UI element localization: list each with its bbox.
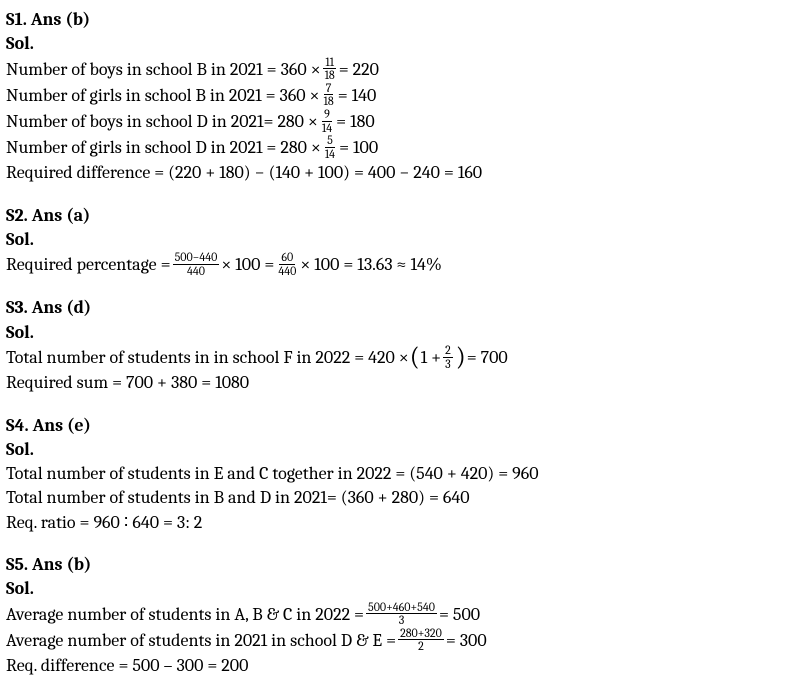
- solution-s2: S2. Ans (a) Sol. Required percentage = 5…: [6, 204, 796, 279]
- s1-line4: Number of girls in school D in 2021 = 28…: [6, 135, 796, 161]
- s1-line5: Required difference = (220 + 180) − (140…: [6, 161, 796, 185]
- solution-s4: S4. Ans (e) Sol. Total number of student…: [6, 414, 796, 535]
- solution-s5: S5. Ans (b) Sol. Average number of stude…: [6, 553, 796, 678]
- text: × 100 =: [221, 253, 274, 277]
- s2-sol: Sol.: [6, 228, 796, 252]
- fraction: 23: [443, 344, 453, 370]
- s4-line3: Req. ratio = 960 ∶ 640 = 3: 2: [6, 511, 796, 535]
- text: Number of girls in school D in 2021 = 28…: [6, 136, 321, 160]
- s4-line1: Total number of students in E and C toge…: [6, 462, 796, 486]
- text: Number of boys in school B in 2021 = 360…: [6, 58, 321, 82]
- text: = 220: [339, 58, 379, 82]
- s3-line1: Total number of students in in school F …: [6, 345, 796, 371]
- text: Required sum = 700 + 380 = 1080: [6, 371, 249, 395]
- s5-header: S5. Ans (b): [6, 553, 796, 577]
- text: Total number of students in E and C toge…: [6, 462, 539, 486]
- s2-line1: Required percentage = 500−440440 × 100 =…: [6, 252, 796, 278]
- fraction: 280+3202: [398, 627, 444, 653]
- s4-sol: Sol.: [6, 438, 796, 462]
- solution-s3: S3. Ans (d) Sol. Total number of student…: [6, 296, 796, 395]
- s1-line2: Number of girls in school B in 2021 = 36…: [6, 83, 796, 109]
- fraction: 718: [322, 82, 336, 108]
- text: × 100 = 13.63 ≈ 14%: [300, 253, 442, 277]
- text: Req. ratio = 960 ∶ 640 = 3: 2: [6, 511, 202, 535]
- s1-header: S1. Ans (b): [6, 8, 796, 32]
- fraction: 514: [323, 134, 337, 160]
- s5-sol: Sol.: [6, 577, 796, 601]
- text: = 100: [339, 136, 378, 160]
- s5-line3: Req. difference = 500 – 300 = 200: [6, 654, 796, 678]
- fraction: 914: [320, 108, 334, 134]
- text: Number of boys in school D in 2021= 280 …: [6, 110, 318, 134]
- text: = 300: [446, 629, 487, 653]
- s3-sol: Sol.: [6, 321, 796, 345]
- text: Average number of students in A, B & C i…: [6, 603, 364, 627]
- text: 1 +: [421, 346, 441, 370]
- fraction: 60440: [276, 251, 298, 277]
- text: Total number of students in in school F …: [6, 346, 409, 370]
- s4-line2: Total number of students in B and D in 2…: [6, 486, 796, 510]
- text: Number of girls in school B in 2021 = 36…: [6, 84, 320, 108]
- text: Total number of students in B and D in 2…: [6, 486, 470, 510]
- fraction: 500−440440: [173, 251, 220, 277]
- text: = 140: [338, 84, 377, 108]
- text: Required percentage =: [6, 253, 171, 277]
- s4-header: S4. Ans (e): [6, 414, 796, 438]
- s3-header: S3. Ans (d): [6, 296, 796, 320]
- solution-s1: S1. Ans (b) Sol. Number of boys in schoo…: [6, 8, 796, 186]
- s3-line2: Required sum = 700 + 380 = 1080: [6, 371, 796, 395]
- s1-line3: Number of boys in school D in 2021= 280 …: [6, 109, 796, 135]
- text: Req. difference = 500 – 300 = 200: [6, 654, 248, 678]
- fraction: 500+460+5403: [366, 601, 437, 627]
- text: = 500: [439, 603, 480, 627]
- s5-line2: Average number of students in 2021 in sc…: [6, 628, 796, 654]
- s1-line1: Number of boys in school B in 2021 = 360…: [6, 57, 796, 83]
- text: Required difference = (220 + 180) − (140…: [6, 161, 482, 185]
- text: = 180: [336, 110, 374, 134]
- s1-sol: Sol.: [6, 32, 796, 56]
- s2-header: S2. Ans (a): [6, 204, 796, 228]
- text: = 700: [467, 346, 508, 370]
- s5-line1: Average number of students in A, B & C i…: [6, 602, 796, 628]
- fraction: 1118: [323, 56, 337, 82]
- text: Average number of students in 2021 in sc…: [6, 629, 396, 653]
